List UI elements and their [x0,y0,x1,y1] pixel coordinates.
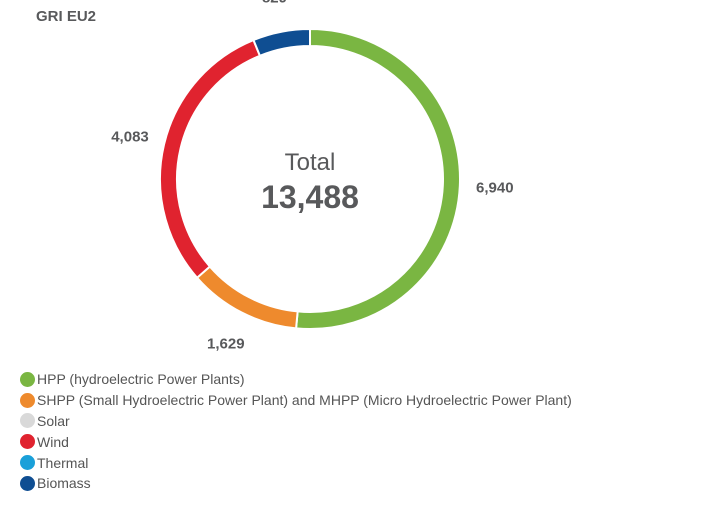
legend-item-biomass: Biomass [20,473,572,494]
legend-item-shpp: SHPP (Small Hydroelectric Power Plant) a… [20,390,572,411]
slice-shpp [195,265,299,330]
donut-slices [159,27,461,330]
legend-item-hpp: HPP (hydroelectric Power Plants) [20,369,572,390]
value-label: 4,083 [111,128,149,145]
donut-chart: Total 13,488 6,940 1,629 4,083 829 [111,0,513,353]
legend-label: SHPP (Small Hydroelectric Power Plant) a… [37,392,572,409]
slice-wind [159,38,262,280]
value-label: 829 [262,0,287,6]
legend-swatch [20,392,35,408]
center-value: 13,488 [261,179,359,215]
legend-label: Thermal [37,454,89,471]
legend-item-thermal: Thermal [20,452,572,473]
legend-swatch [20,475,35,491]
legend-swatch [20,371,35,387]
legend-swatch [20,434,35,450]
legend-swatch [20,455,35,471]
legend-label: Biomass [37,475,91,492]
value-labels: 6,940 1,629 4,083 829 [111,0,513,353]
legend-label: Solar [37,412,70,429]
value-label: 1,629 [207,336,245,353]
legend-label: Wind [37,433,69,450]
legend-swatch [20,413,35,429]
legend: HPP (hydroelectric Power Plants) SHPP (S… [20,369,572,494]
slice-biomass [252,27,311,58]
value-label: 6,940 [476,180,514,197]
center-label: Total [285,149,336,176]
legend-label: HPP (hydroelectric Power Plants) [37,371,245,388]
chart-title: GRI EU2 [36,8,97,25]
legend-item-solar: Solar [20,411,572,432]
legend-item-wind: Wind [20,431,572,452]
